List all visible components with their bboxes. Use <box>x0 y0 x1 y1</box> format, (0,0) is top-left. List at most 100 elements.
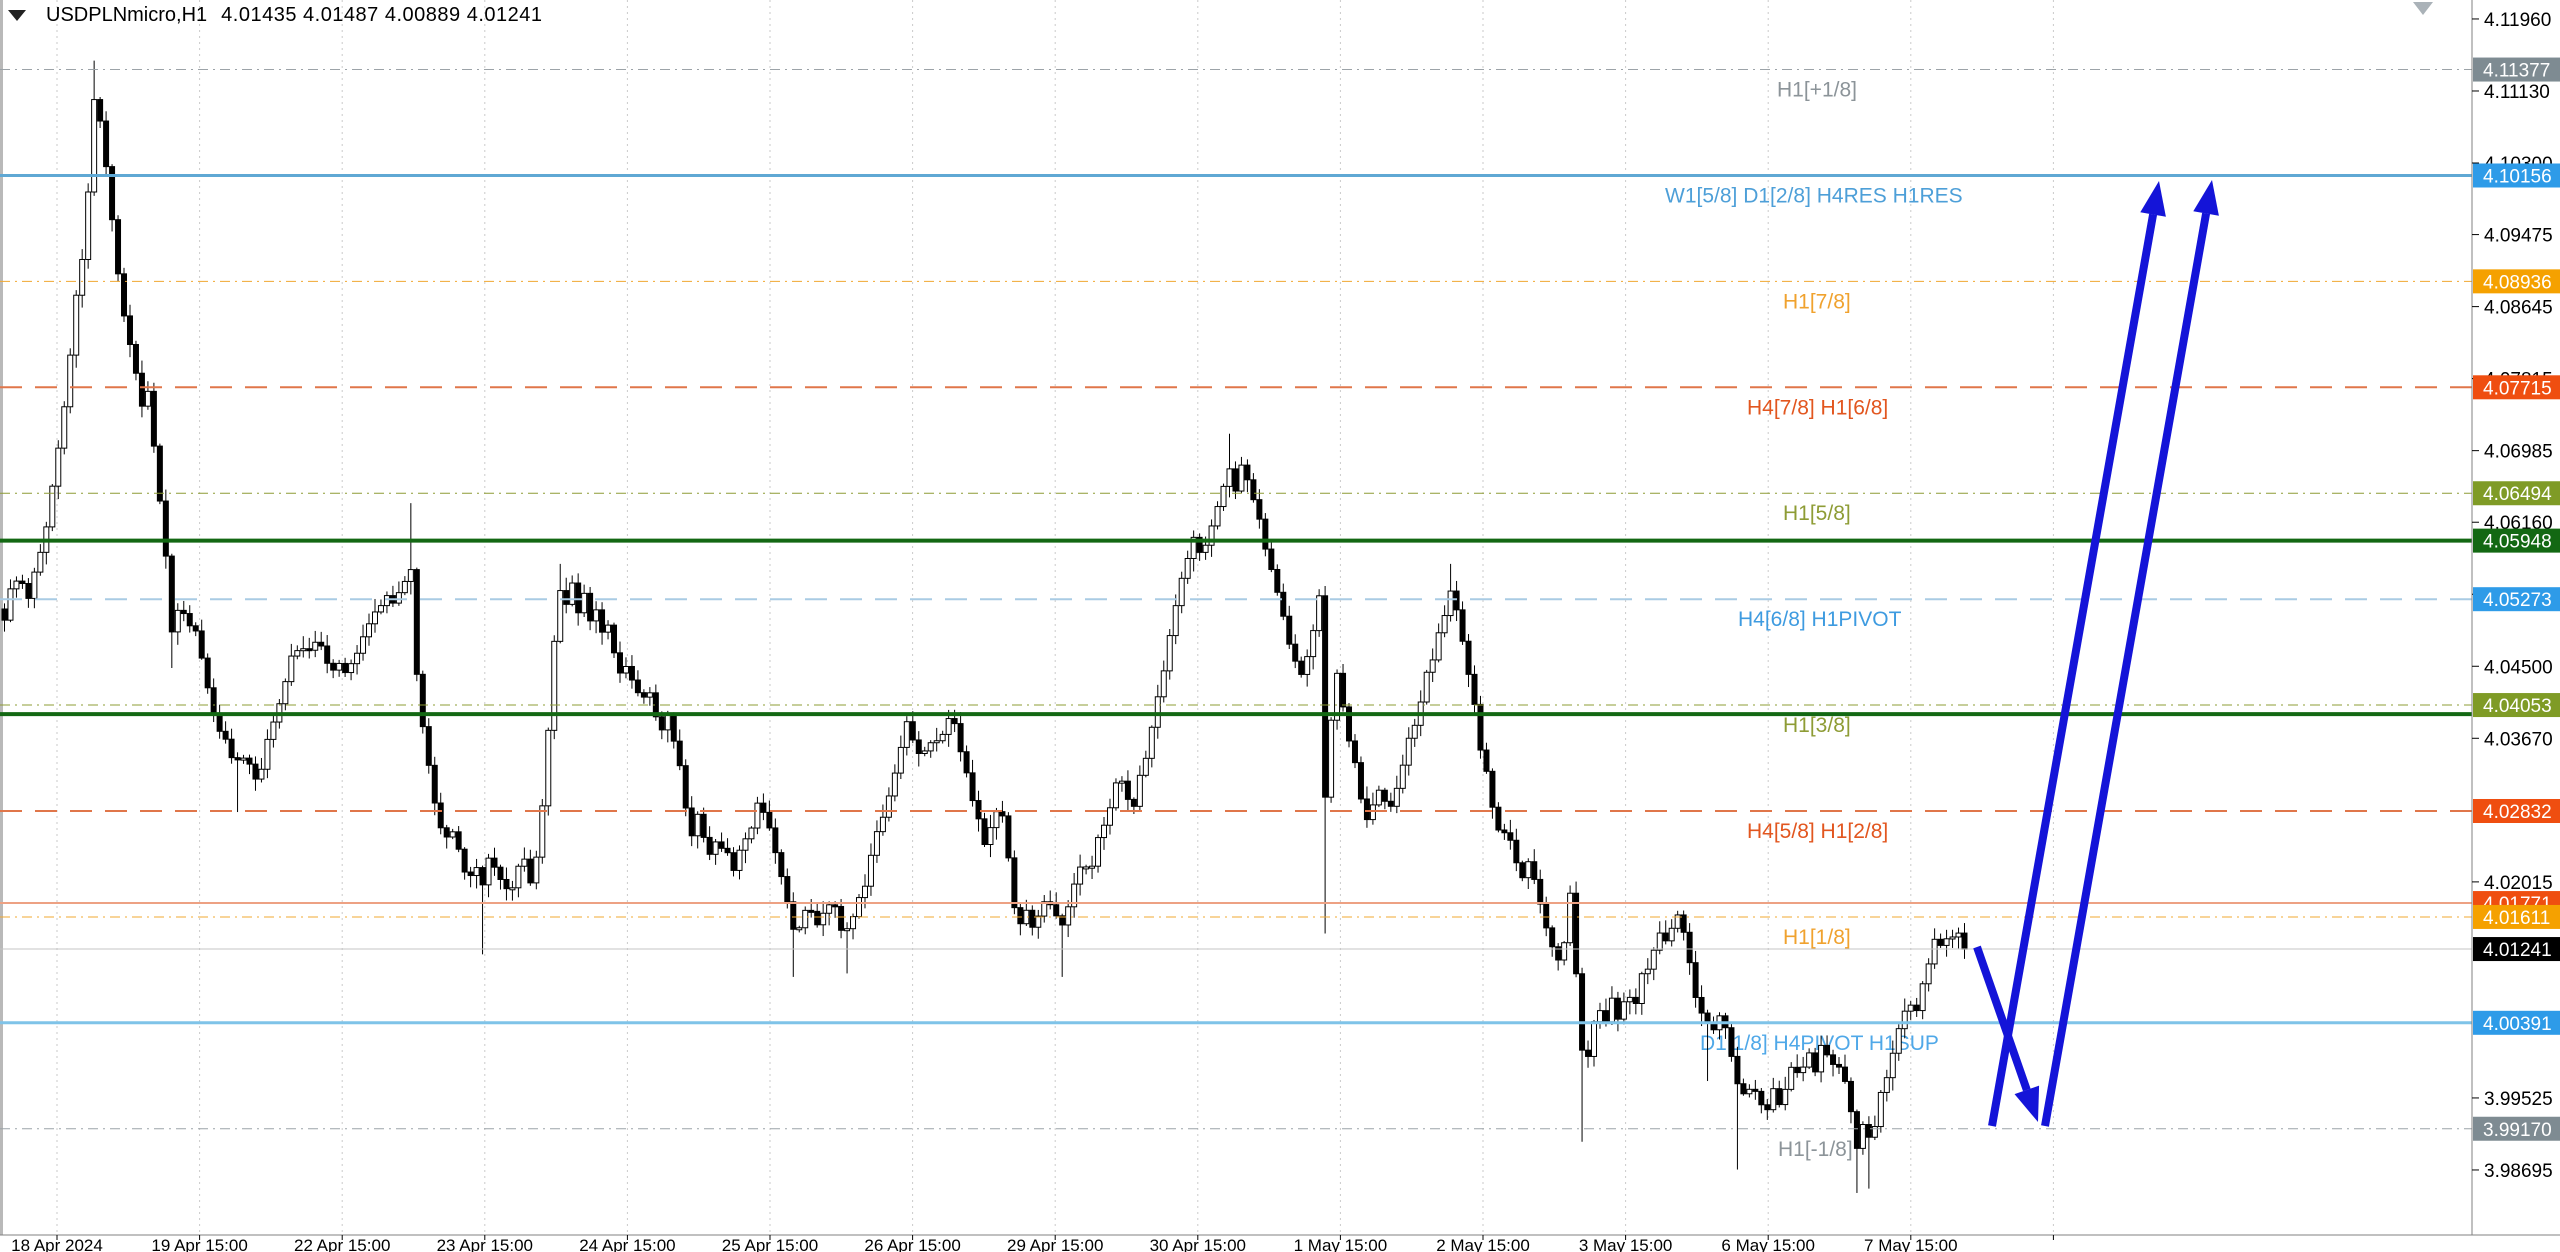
candle-body <box>1142 757 1149 776</box>
chart-shift-marker[interactable] <box>2413 2 2433 15</box>
candle-body <box>55 447 62 487</box>
candle-body <box>1895 1028 1902 1054</box>
candle-body <box>658 716 665 731</box>
candle-body <box>1913 1004 1920 1012</box>
candle-body <box>1375 789 1382 806</box>
candle-body <box>569 582 576 605</box>
price-axis[interactable]: 4.119604.111304.103004.094754.086454.078… <box>2472 10 2560 1182</box>
candle-body <box>1 608 8 621</box>
candle-body <box>1316 595 1323 632</box>
candle-body <box>455 831 462 850</box>
candle-body <box>1256 499 1263 520</box>
candle-body <box>1740 1083 1747 1095</box>
price-badge-label: 4.00391 <box>2483 1014 2552 1035</box>
candle-body <box>1961 932 1968 950</box>
time-axis[interactable]: 18 Apr 2024 19 Apr 15:00 22 Apr 15:00 23 Ap… <box>11 1235 2054 1252</box>
price-badge <box>2473 269 2560 294</box>
candle-body <box>1626 996 1633 1003</box>
price-badge-label: 4.06494 <box>2483 484 2552 505</box>
candle-body <box>109 166 116 221</box>
candle-body <box>1555 946 1562 961</box>
candle-body <box>891 772 898 797</box>
candle-body <box>485 857 492 886</box>
trend-arrow-shaft-2[interactable] <box>1988 213 2158 1127</box>
candle-body <box>909 721 916 741</box>
candle-body <box>963 751 970 774</box>
trend-arrow-head-3[interactable] <box>2193 180 2219 216</box>
candle-body <box>198 630 205 659</box>
candle-body <box>1250 479 1257 501</box>
trend-arrow-shaft-3[interactable] <box>2041 212 2211 1127</box>
candle-body <box>174 609 181 633</box>
candle-body <box>461 848 468 873</box>
symbol-dropdown-icon[interactable] <box>8 10 26 21</box>
price-tick-label: 4.09475 <box>2484 226 2553 247</box>
trend-arrow-head-1[interactable] <box>2014 1085 2040 1122</box>
candle-body <box>401 580 408 594</box>
candle-body <box>1340 672 1347 708</box>
candle-body <box>1136 774 1143 807</box>
candle-body <box>294 650 301 657</box>
trend-arrow-head-2[interactable] <box>2140 181 2166 217</box>
candle-body <box>479 867 486 886</box>
candle-body <box>509 887 516 891</box>
level-label-h1-1-8-: H1[-1/8] <box>1778 1138 1853 1161</box>
time-tick-label: 29 Apr 15:00 <box>1007 1236 1103 1252</box>
candle-body <box>413 569 420 675</box>
candle-body <box>1525 861 1532 879</box>
candle-body <box>1549 927 1556 948</box>
price-badge-label: 3.99170 <box>2483 1120 2552 1141</box>
candle-body <box>1130 798 1137 807</box>
candle-body <box>360 636 367 654</box>
candle-body <box>1429 659 1436 673</box>
candle-body <box>407 569 414 582</box>
candle-body <box>49 485 56 528</box>
candle-body <box>13 580 20 590</box>
candle-body <box>545 729 552 807</box>
price-tick-label: 4.06985 <box>2484 442 2553 463</box>
candle-body <box>1513 839 1520 864</box>
candle-body <box>1638 973 1645 1004</box>
price-badge-label: 4.02832 <box>2483 802 2552 823</box>
candle-body <box>1752 1088 1759 1092</box>
time-tick-label: 6 May 15:00 <box>1721 1236 1815 1252</box>
candle-body <box>915 739 922 754</box>
candle-body <box>449 831 456 838</box>
candle-body <box>1154 696 1161 728</box>
candle-body <box>1770 1088 1777 1111</box>
candle-body <box>1089 865 1096 869</box>
candle-body <box>85 191 92 260</box>
candle-body <box>1537 878 1544 905</box>
candle-body <box>1698 996 1705 1014</box>
candle-body <box>772 827 779 854</box>
candle-body <box>312 641 319 651</box>
candle-body <box>383 595 390 607</box>
trend-arrow-shaft-1[interactable] <box>1973 945 2031 1092</box>
title-bar: USDPLNmicro,H1 4.01435 4.01487 4.00889 4… <box>8 4 543 27</box>
candle-body <box>885 795 892 818</box>
trend-arrows[interactable] <box>1973 180 2219 1127</box>
candle-body <box>634 679 641 694</box>
time-tick-label: 18 Apr 2024 <box>11 1236 103 1252</box>
time-tick-label: 23 Apr 15:00 <box>437 1236 533 1252</box>
ohlc-readout: 4.01435 4.01487 4.00889 4.01241 <box>221 4 543 26</box>
price-tick-label: 4.04500 <box>2484 657 2553 678</box>
candle-body <box>736 849 743 871</box>
price-tick-label: 3.99525 <box>2484 1089 2553 1110</box>
candle-body <box>1357 762 1364 800</box>
candle-body <box>1184 557 1191 579</box>
price-tick-label: 4.08645 <box>2484 298 2553 319</box>
candle-body <box>1841 1066 1848 1082</box>
candle-body <box>694 813 701 837</box>
candle-body <box>951 718 958 725</box>
candle-body <box>939 733 946 742</box>
price-badge <box>2473 528 2560 553</box>
candle-body <box>826 904 833 914</box>
candle-body <box>1232 468 1239 492</box>
candle-body <box>832 904 839 908</box>
candle-body <box>138 372 145 407</box>
candle-body <box>1280 591 1287 617</box>
candle-body <box>156 445 163 502</box>
candle-body <box>957 723 964 753</box>
